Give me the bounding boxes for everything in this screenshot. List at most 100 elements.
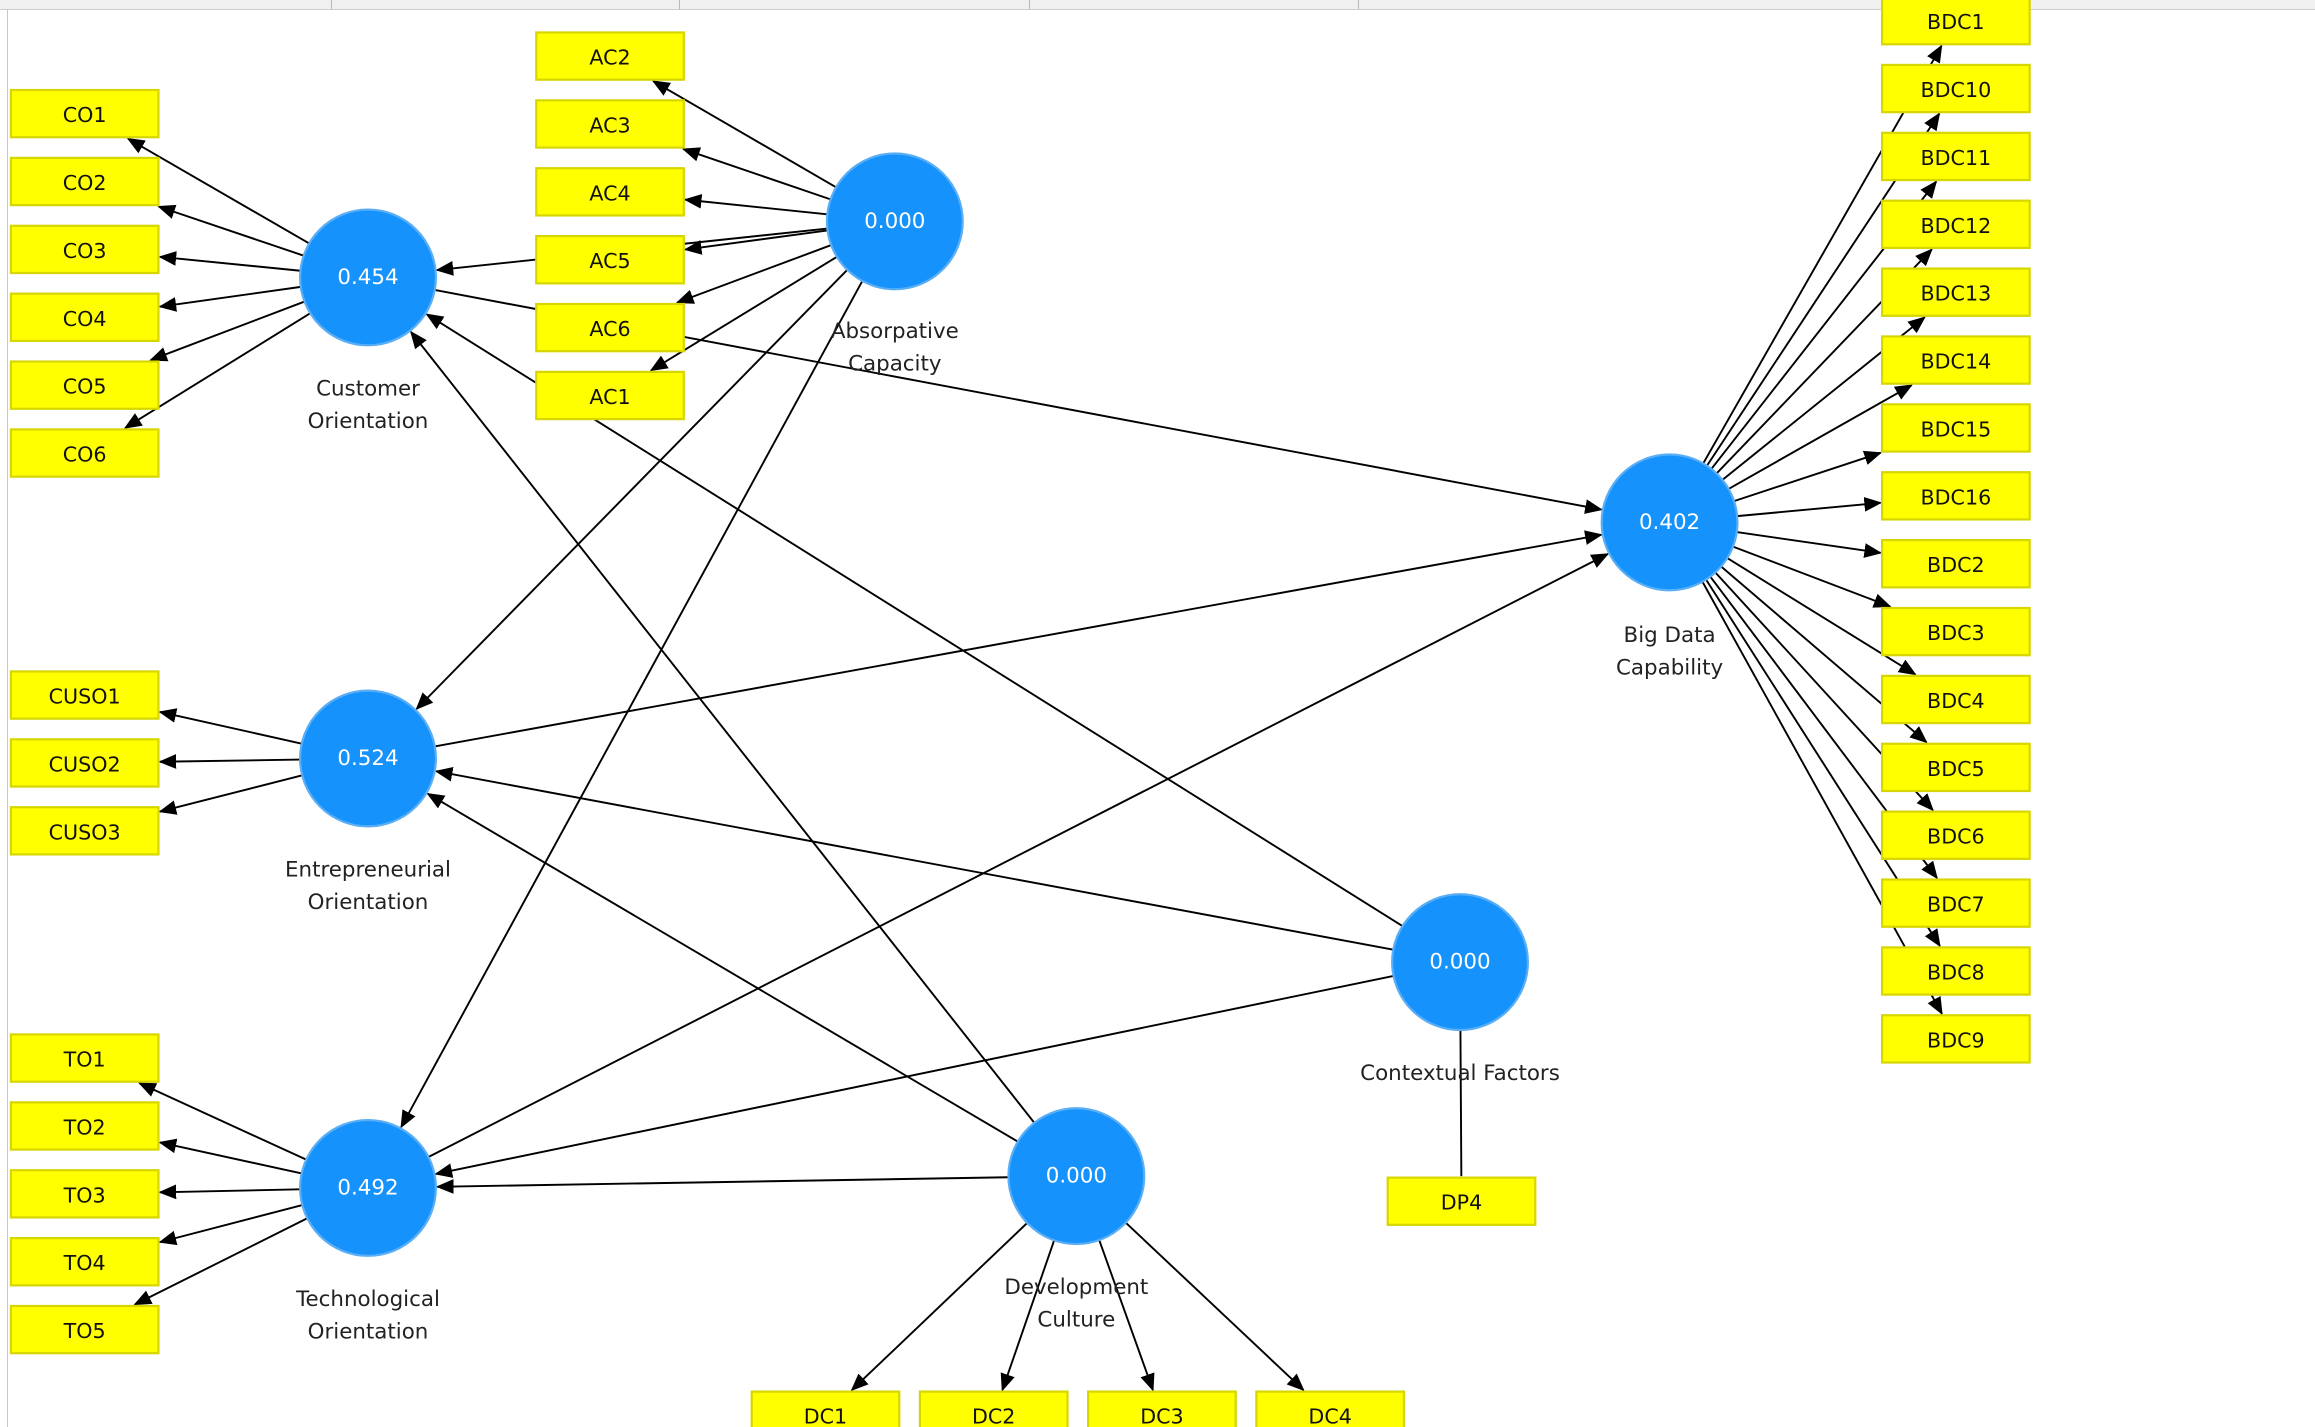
indicator-box[interactable] — [1880, 810, 2031, 860]
indicator-box[interactable] — [9, 428, 160, 478]
indicator-box[interactable] — [535, 167, 685, 217]
path-arrow-CF-EO[interactable] — [434, 766, 1394, 951]
path-arrow-EO-BDC[interactable] — [434, 530, 1603, 748]
indicator-box[interactable] — [535, 370, 685, 421]
indicator-bdc12[interactable]: BDC12 — [1880, 199, 2031, 250]
indicator-to2[interactable]: TO2 — [9, 1101, 160, 1151]
path-arrow-AC-TO[interactable] — [400, 280, 864, 1129]
loading-arrow-TO3[interactable] — [158, 1184, 301, 1200]
indicator-co4[interactable]: CO4 — [9, 292, 160, 342]
indicator-box[interactable] — [1880, 1014, 2031, 1064]
indicator-bdc5[interactable]: BDC5 — [1880, 742, 2031, 793]
indicator-box[interactable] — [1087, 1390, 1237, 1427]
indicator-co2[interactable]: CO2 — [9, 156, 160, 207]
indicator-box[interactable] — [1880, 606, 2031, 657]
indicator-dc1[interactable]: DC1 — [750, 1390, 901, 1427]
indicator-bdc13[interactable]: BDC13 — [1880, 267, 2031, 317]
indicator-bdc10[interactable]: BDC10 — [1880, 63, 2031, 114]
indicator-bdc2[interactable]: BDC2 — [1880, 538, 2031, 589]
loading-arrow-TO5[interactable] — [133, 1217, 308, 1306]
indicator-co6[interactable]: CO6 — [9, 428, 160, 478]
loading-arrow-TO2[interactable] — [158, 1138, 302, 1175]
loading-arrow-BDC9[interactable] — [1701, 581, 1943, 1016]
indicator-box[interactable] — [9, 1237, 160, 1287]
indicator-box[interactable] — [9, 1169, 160, 1219]
loading-arrow-TO1[interactable] — [138, 1082, 307, 1161]
indicator-co3[interactable]: CO3 — [9, 224, 160, 275]
indicator-box[interactable] — [1880, 946, 2031, 996]
construct-circle[interactable] — [299, 208, 437, 347]
indicator-box[interactable] — [1880, 742, 2031, 793]
indicator-dc4[interactable]: DC4 — [1255, 1390, 1406, 1427]
indicator-bdc15[interactable]: BDC15 — [1880, 403, 2031, 453]
indicator-to1[interactable]: TO1 — [9, 1033, 160, 1083]
indicator-box[interactable] — [9, 1304, 160, 1355]
loading-arrow-BDC16[interactable] — [1737, 496, 1883, 518]
loading-arrow-CUSO1[interactable] — [158, 708, 302, 745]
indicator-cuso2[interactable]: CUSO2 — [9, 738, 160, 788]
indicator-box[interactable] — [535, 302, 685, 353]
indicator-bdc4[interactable]: BDC4 — [1880, 674, 2031, 725]
loading-arrow-BDC3[interactable] — [1732, 545, 1892, 608]
loading-arrow-AC2[interactable] — [651, 80, 837, 189]
loading-arrow-TO4[interactable] — [158, 1204, 303, 1246]
indicator-box[interactable] — [1880, 403, 2031, 453]
path-arrow-CF-TO[interactable] — [434, 974, 1394, 1178]
indicator-box[interactable] — [1255, 1390, 1406, 1427]
loading-arrow-DC3[interactable] — [1098, 1239, 1155, 1392]
construct-co[interactable]: 0.454 Customer Orientation — [299, 208, 437, 434]
indicator-bdc9[interactable]: BDC9 — [1880, 1014, 2031, 1064]
indicator-ac1[interactable]: AC1 — [535, 370, 685, 421]
indicator-box[interactable] — [9, 292, 160, 342]
construct-circle[interactable] — [825, 152, 964, 291]
construct-cf[interactable]: 0.000 Contextual Factors — [1360, 893, 1560, 1086]
path-arrow-DC-TO[interactable] — [435, 1176, 1009, 1194]
indicator-box[interactable] — [1880, 878, 2031, 928]
indicator-dc3[interactable]: DC3 — [1087, 1390, 1237, 1427]
loading-arrow-DC2[interactable] — [1000, 1239, 1056, 1392]
indicator-box[interactable] — [9, 670, 160, 720]
indicator-box[interactable] — [1880, 199, 2031, 250]
loading-arrow-AC3[interactable] — [681, 147, 831, 201]
indicator-box[interactable] — [9, 806, 160, 856]
construct-bdc[interactable]: 0.402 Big Data Capability — [1600, 453, 1739, 681]
indicator-bdc8[interactable]: BDC8 — [1880, 946, 2031, 996]
indicator-box[interactable] — [9, 738, 160, 788]
path-arrow-AC-EO[interactable] — [415, 269, 848, 711]
construct-circle[interactable] — [1007, 1107, 1146, 1246]
path-arrow-TO-BDC[interactable] — [428, 553, 1610, 1158]
indicator-cuso3[interactable]: CUSO3 — [9, 806, 160, 856]
indicator-cuso1[interactable]: CUSO1 — [9, 670, 160, 720]
indicator-co1[interactable]: CO1 — [9, 88, 160, 139]
loading-arrow-AC4[interactable] — [683, 193, 828, 216]
loading-arrow-CO3[interactable] — [158, 251, 301, 272]
indicator-ac5[interactable]: AC5 — [535, 235, 685, 285]
construct-circle[interactable] — [1391, 893, 1530, 1032]
indicator-bdc3[interactable]: BDC3 — [1880, 606, 2031, 657]
loading-arrow-CO4[interactable] — [158, 285, 301, 312]
indicator-box[interactable] — [535, 235, 685, 285]
indicator-to4[interactable]: TO4 — [9, 1237, 160, 1287]
indicator-box[interactable] — [9, 88, 160, 139]
indicator-ac3[interactable]: AC3 — [535, 99, 685, 149]
indicator-box[interactable] — [918, 1390, 1069, 1427]
construct-circle[interactable] — [1600, 453, 1739, 592]
indicator-bdc7[interactable]: BDC7 — [1880, 878, 2031, 928]
indicator-box[interactable] — [9, 1033, 160, 1083]
loading-arrow-BDC15[interactable] — [1733, 450, 1882, 503]
loading-arrow-CUSO3[interactable] — [158, 774, 303, 815]
indicator-to3[interactable]: TO3 — [9, 1169, 160, 1219]
loading-arrow-CO1[interactable] — [126, 137, 310, 245]
indicator-box[interactable] — [1880, 63, 2031, 114]
indicator-box[interactable] — [9, 360, 160, 410]
indicator-bdc14[interactable]: BDC14 — [1880, 335, 2031, 385]
construct-dc[interactable]: 0.000 Development Culture — [1004, 1107, 1148, 1333]
indicator-co5[interactable]: CO5 — [9, 360, 160, 410]
indicator-bdc6[interactable]: BDC6 — [1880, 810, 2031, 860]
indicator-box[interactable] — [1880, 538, 2031, 589]
indicator-box[interactable] — [9, 1101, 160, 1151]
indicator-dc2[interactable]: DC2 — [918, 1390, 1069, 1427]
indicator-ac4[interactable]: AC4 — [535, 167, 685, 217]
loading-arrow-BDC14[interactable] — [1728, 384, 1913, 490]
indicator-box[interactable] — [1880, 674, 2031, 725]
